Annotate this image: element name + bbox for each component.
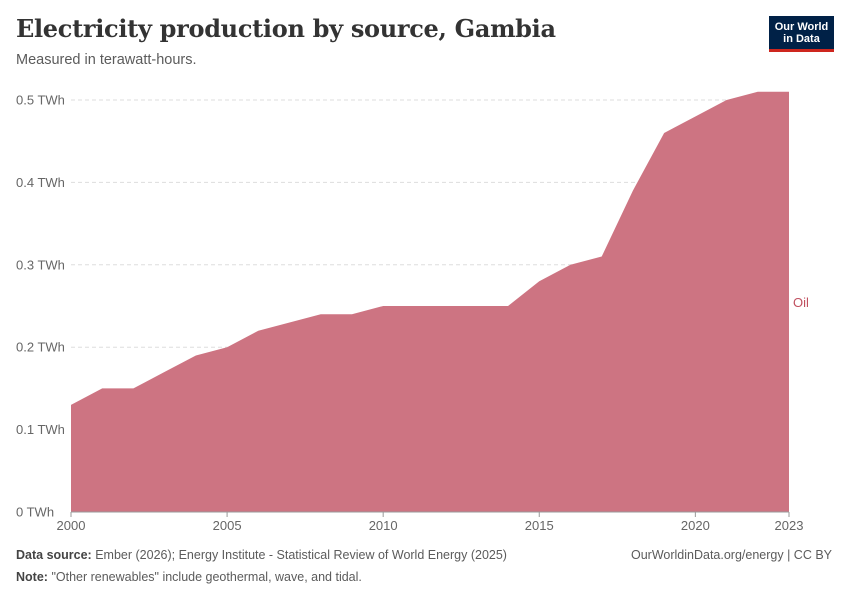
x-axis: 2000 2005 2010 2015 2020 2023 — [57, 511, 804, 533]
x-tick-label: 2000 — [57, 518, 86, 533]
note-label: Note: — [16, 570, 48, 584]
x-tick-label: 2015 — [525, 518, 554, 533]
y-tick-label: 0.4 TWh — [16, 175, 65, 190]
data-source: Data source: Ember (2026); Energy Instit… — [16, 548, 507, 562]
owid-link[interactable]: OurWorldinData.org/energy | CC BY — [630, 548, 832, 562]
area-chart: 0 TWh 0.1 TWh 0.2 TWh 0.3 TWh 0.4 TWh 0.5 TWh… — [16, 91, 809, 533]
x-tick-label: 2005 — [213, 518, 242, 533]
x-tick-label: 2023 — [775, 518, 804, 533]
y-tick-label: 0 TWh — [16, 505, 54, 520]
note: Note: "Other renewables" include geother… — [16, 570, 362, 584]
chart-subtitle: Measured in terawatt-hours. — [16, 52, 197, 68]
logo-line-1: Our World — [774, 20, 829, 33]
y-axis-labels: 0 TWh 0.1 TWh 0.2 TWh 0.3 TWh 0.4 TWh 0.5 TWh — [16, 93, 65, 520]
x-tick-label: 2010 — [369, 518, 398, 533]
note-text: "Other renewables" include geothermal, w… — [51, 570, 362, 584]
area-series-oil — [71, 91, 789, 512]
series-label-oil: Oil — [793, 295, 809, 310]
chart-title: Electricity production by source, Gambia — [16, 14, 556, 43]
owid-logo[interactable]: Our World in Data — [769, 16, 834, 52]
y-tick-label: 0.2 TWh — [16, 340, 65, 355]
y-tick-label: 0.5 TWh — [16, 93, 65, 108]
y-tick-label: 0.1 TWh — [16, 422, 65, 437]
series-labels: Oil — [793, 295, 809, 310]
logo-line-2: in Data — [783, 32, 820, 45]
plot-area — [71, 91, 789, 512]
data-source-text[interactable]: Ember (2026); Energy Institute - Statist… — [95, 548, 507, 562]
x-tick-label: 2020 — [681, 518, 710, 533]
y-tick-label: 0.3 TWh — [16, 257, 65, 272]
data-source-label: Data source: — [16, 548, 92, 562]
